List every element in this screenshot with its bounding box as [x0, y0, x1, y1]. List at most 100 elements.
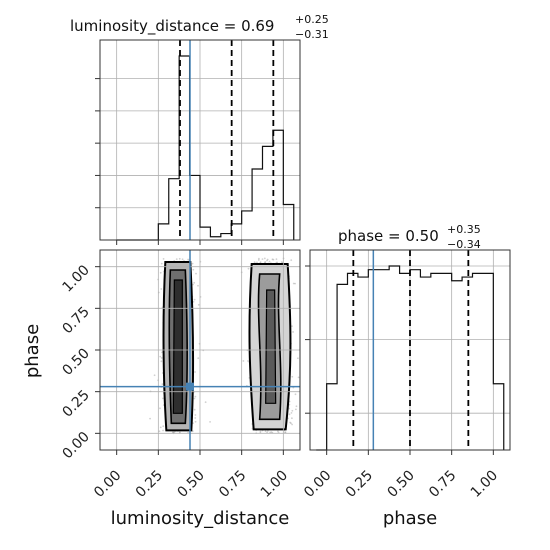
scatter-point — [161, 383, 164, 386]
scatter-point — [179, 431, 181, 434]
right-contour-inner — [265, 289, 277, 404]
scatter-point — [161, 351, 163, 354]
scatter-point — [259, 261, 262, 264]
scatter-point — [292, 282, 295, 285]
scatter-point — [261, 258, 264, 261]
phase-hist-frame — [309, 249, 511, 451]
scatter-xtick-label-3: 0.75 — [216, 468, 249, 501]
scatter-point — [162, 425, 165, 428]
scatter-point — [160, 288, 163, 290]
scatter-point — [256, 261, 258, 264]
title-lum-plus: +0.25 — [295, 13, 329, 26]
scatter-point — [158, 430, 161, 433]
scatter-point — [247, 267, 250, 270]
y-axis-label-phase: phase — [22, 324, 43, 378]
scatter-point — [290, 259, 293, 262]
scatter-point — [194, 420, 197, 423]
scatter-point — [257, 259, 260, 261]
scatter-point — [291, 409, 294, 412]
title-lum-minus: −0.31 — [295, 28, 329, 41]
scatter-xtick-label-1: 0.25 — [133, 468, 166, 501]
x-axis-label-phase: phase — [383, 508, 437, 529]
scatter-point — [280, 261, 283, 263]
scatter-point — [266, 258, 269, 261]
scatter-point — [160, 262, 163, 265]
scatter-point — [197, 284, 199, 287]
scatter-point — [296, 357, 299, 360]
phase-hist-xtick-label-0: 0.00 — [301, 468, 334, 501]
scatter-point — [187, 258, 190, 261]
scatter-xtick-label-2: 0.50 — [174, 468, 207, 501]
scatter-point — [159, 271, 162, 274]
scatter-point — [191, 262, 194, 265]
scatter-point — [284, 431, 286, 434]
scatter-point — [197, 357, 200, 360]
scatter-point — [181, 258, 184, 261]
scatter-point — [193, 397, 196, 400]
scatter-point — [209, 420, 211, 423]
scatter-point — [162, 397, 164, 400]
scatter-point — [194, 414, 197, 416]
scatter-point — [193, 408, 196, 411]
scatter-point — [259, 430, 262, 433]
scatter-ytick-label-4: 1.00 — [59, 262, 92, 295]
scatter-point — [288, 413, 291, 416]
scatter-point — [242, 360, 245, 362]
left-contour-inner — [172, 279, 183, 414]
scatter-xtick-label-4: 1.00 — [258, 468, 291, 501]
scatter-truth-marker — [186, 382, 194, 391]
scatter-point — [159, 355, 162, 358]
title-phase-plus: +0.35 — [447, 223, 481, 236]
title-luminosity-distance: luminosity_distance = 0.69 +0.25 −0.31 — [70, 13, 329, 41]
scatter-point — [159, 407, 161, 410]
scatter-ytick-label-3: 0.75 — [59, 304, 92, 337]
scatter-point — [197, 303, 200, 306]
scatter-point — [193, 298, 196, 301]
scatter-point — [294, 282, 296, 285]
scatter-point — [291, 423, 294, 426]
scatter-frame — [99, 249, 301, 451]
scatter-point — [194, 417, 197, 419]
scatter-point — [271, 258, 274, 261]
title-phase-minus: −0.34 — [447, 238, 481, 251]
scatter-point — [291, 325, 293, 328]
scatter-point — [291, 375, 294, 378]
scatter-xtick-label-0: 0.00 — [91, 468, 124, 501]
scatter-point — [153, 374, 156, 377]
scatter-point — [295, 405, 298, 408]
scatter-point — [253, 261, 256, 264]
scatter-point — [192, 283, 194, 286]
phase-vs-luminosity-distance-scatter-panel: 0.00 0.25 0.50 0.75 1.000.000.250.500.751.00 — [59, 249, 301, 501]
scatter-point — [192, 268, 195, 271]
scatter-point — [266, 431, 268, 434]
scatter-point — [284, 431, 287, 434]
scatter-point — [295, 408, 297, 411]
scatter-point — [178, 257, 181, 260]
scatter-point — [297, 376, 300, 379]
scatter-point — [159, 426, 162, 429]
scatter-point — [263, 261, 266, 264]
phase-hist-xtick-label-1: 0.25 — [343, 468, 376, 501]
scatter-point — [268, 260, 271, 263]
lum-hist-frame — [99, 39, 301, 241]
scatter-point — [272, 258, 275, 261]
title-lum-main: luminosity_distance = 0.69 — [70, 17, 274, 36]
scatter-point — [270, 431, 273, 434]
phase-hist-xtick-label-4: 1.00 — [468, 468, 501, 501]
scatter-point — [175, 258, 178, 261]
scatter-ytick-label-0: 0.00 — [59, 429, 92, 462]
scatter-point — [290, 411, 293, 414]
phase-hist-xtick-label-3: 0.75 — [426, 468, 459, 501]
scatter-point — [290, 422, 292, 425]
scatter-point — [266, 259, 268, 262]
scatter-point — [292, 331, 294, 333]
scatter-point — [276, 261, 278, 264]
scatter-point — [264, 261, 267, 263]
luminosity-distance-histogram-panel — [95, 39, 301, 245]
scatter-point — [294, 393, 297, 396]
scatter-point — [149, 417, 151, 420]
scatter-point — [160, 357, 163, 359]
scatter-point — [267, 429, 269, 432]
scatter-point — [277, 430, 279, 433]
